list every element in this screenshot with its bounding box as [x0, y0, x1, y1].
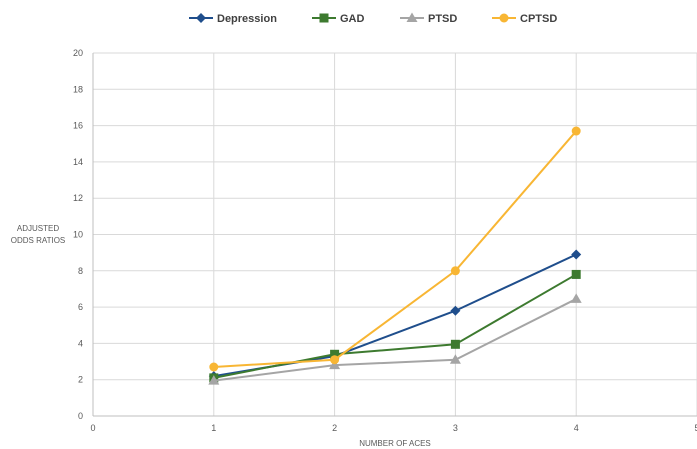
data-point-cptsd [209, 362, 219, 372]
legend-marker-cptsd [499, 13, 509, 23]
y-tick-label: 4 [78, 338, 83, 348]
x-tick-label: 3 [453, 423, 458, 433]
x-tick-label: 0 [90, 423, 95, 433]
data-point-gad [450, 339, 460, 349]
x-tick-label: 4 [574, 423, 579, 433]
legend-label-cptsd: CPTSD [520, 13, 557, 25]
series-group [208, 126, 582, 385]
data-point-ptsd [449, 354, 461, 364]
x-tick-labels: 0 1 2 3 4 5 [90, 423, 697, 433]
data-point-gad [330, 349, 340, 359]
y-tick-label: 14 [73, 157, 83, 167]
legend-label-gad: GAD [340, 13, 365, 25]
data-point-cptsd [450, 266, 460, 276]
y-tick-label: 6 [78, 302, 83, 312]
series-line-ptsd [213, 298, 577, 382]
data-point-depression [571, 249, 582, 260]
y-tick-label: 12 [73, 193, 83, 203]
y-tick-label: 8 [78, 266, 83, 276]
series-line-cptsd [213, 130, 577, 368]
data-point-cptsd [330, 355, 340, 365]
y-axis-title-line1: ADJUSTED [17, 224, 59, 233]
data-point-cptsd [571, 126, 581, 136]
y-tick-label: 18 [73, 84, 83, 94]
x-tick-label: 5 [694, 423, 697, 433]
y-tick-labels: 0 2 4 6 8 10 12 14 16 18 20 [73, 48, 83, 421]
legend-marker-depression [196, 13, 206, 23]
legend-marker-ptsd [406, 12, 418, 22]
data-point-gad [571, 269, 581, 279]
data-point-ptsd [329, 359, 341, 370]
data-point-ptsd [208, 375, 220, 385]
y-tick-label: 2 [78, 375, 83, 385]
y-tick-label: 10 [73, 230, 83, 240]
y-tick-label: 0 [78, 411, 83, 421]
x-tick-label: 2 [332, 423, 337, 433]
legend: Depression GAD PTSD CPTSD [189, 12, 557, 25]
y-axis-title-line2: ODDS RATIOS [11, 236, 66, 245]
legend-label-ptsd: PTSD [428, 13, 457, 25]
data-point-depression [450, 305, 461, 316]
legend-marker-gad [319, 13, 329, 23]
y-tick-label: 16 [73, 121, 83, 131]
x-axis-title: NUMBER OF ACES [359, 439, 431, 448]
y-tick-label: 20 [73, 48, 83, 58]
x-tick-label: 1 [211, 423, 216, 433]
data-point-ptsd [570, 293, 582, 303]
series-line-gad [213, 273, 577, 379]
axes [92, 53, 697, 417]
legend-label-depression: Depression [217, 13, 277, 25]
